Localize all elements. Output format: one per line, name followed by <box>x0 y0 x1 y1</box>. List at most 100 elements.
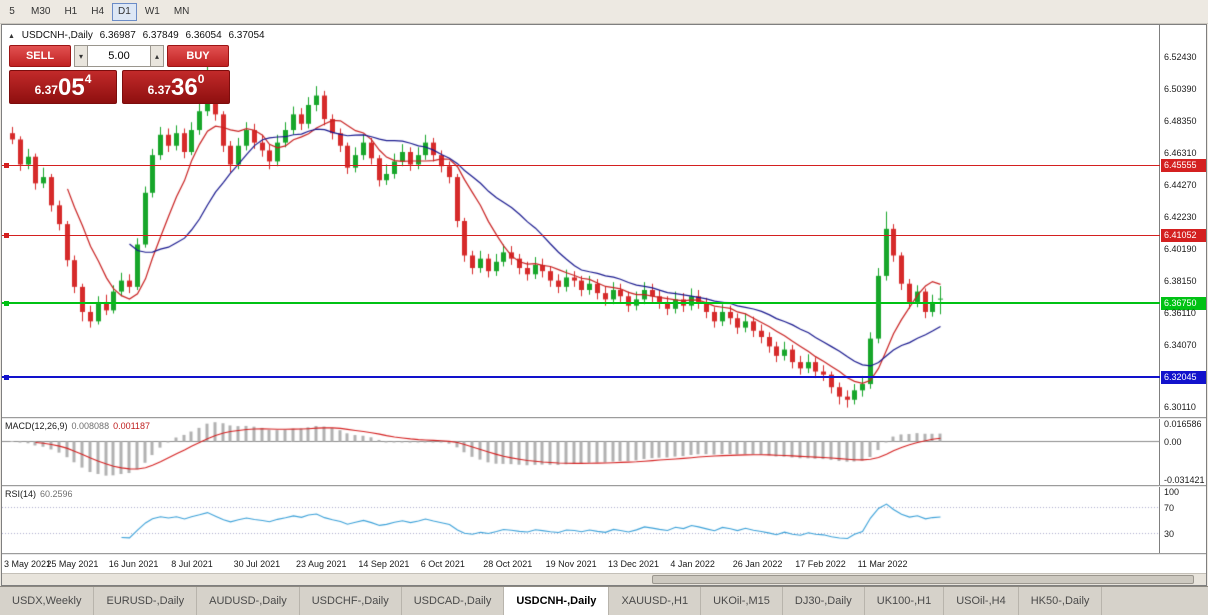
date-tick: 6 Oct 2021 <box>420 559 465 569</box>
level-anchor-icon[interactable] <box>4 374 9 380</box>
date-tick: 11 Mar 2022 <box>857 559 908 569</box>
scrollbar-thumb[interactable] <box>652 575 1194 584</box>
macd-label: MACD(12,26,9) 0.008088 0.001187 <box>5 421 150 431</box>
level-line-6.41052[interactable] <box>2 235 1160 237</box>
chart-tab-uk100-[interactable]: UK100-,H1 <box>865 587 945 615</box>
chart-tab-audusd-[interactable]: AUDUSD-,Daily <box>197 587 300 615</box>
timeframe-button-5[interactable]: 5 <box>1 3 23 21</box>
volume-increase-icon[interactable]: ▴ <box>150 45 164 67</box>
macd-axis[interactable]: 0.016586 0.00 -0.031421 <box>1161 419 1206 485</box>
panel-splitter[interactable] <box>2 417 1206 419</box>
level-line-6.45555[interactable] <box>2 164 1160 166</box>
volume-decrease-icon[interactable]: ▾ <box>74 45 88 67</box>
buy-price-pips: 36 <box>170 74 198 101</box>
rsi-tick: 100 <box>1164 487 1180 497</box>
sell-price-pips: 05 <box>57 74 85 101</box>
price-axis[interactable]: 6.45555 6.41052 6.36750 6.32045 6.52430 6.503… <box>1161 25 1206 417</box>
price-tick: 6.40190 <box>1164 244 1197 255</box>
open-value: 6.36987 <box>99 30 136 41</box>
buy-price-point: 0 <box>197 72 205 86</box>
close-value: 6.37054 <box>228 30 265 41</box>
buy-price-display[interactable]: 6.37 36 0 <box>122 70 230 104</box>
price-tick: 6.38150 <box>1164 276 1197 287</box>
rsi-indicator-panel: 100 70 30 RSI(14) 60.2596 <box>2 487 1206 553</box>
chart-tab-usoil-[interactable]: USOil-,H4 <box>944 587 1019 615</box>
macd-indicator[interactable] <box>2 419 1160 485</box>
date-tick: 14 Sep 2021 <box>358 559 410 569</box>
time-axis[interactable]: 3 May 2021 25 May 2021 16 Jun 2021 8 Jul 20… <box>2 555 1206 573</box>
buy-button[interactable]: BUY <box>167 45 229 67</box>
timeframe-button-mn[interactable]: MN <box>168 3 196 21</box>
macd-tick: -0.031421 <box>1164 475 1205 485</box>
chart-tab-xauusd-[interactable]: XAUUSD-,H1 <box>609 587 702 615</box>
date-tick: 16 Jun 2021 <box>108 559 159 569</box>
sell-button[interactable]: SELL <box>9 45 71 67</box>
rsi-axis[interactable]: 100 70 30 <box>1161 487 1206 553</box>
price-tick: 6.48350 <box>1164 116 1197 127</box>
volume-value[interactable]: 5.00 <box>88 45 150 67</box>
timeframe-button-h4[interactable]: H4 <box>85 3 110 21</box>
main-chart-panel: 6.45555 6.41052 6.36750 6.32045 6.52430 6.503… <box>2 25 1206 417</box>
price-tick: 6.50390 <box>1164 84 1197 95</box>
level-price-label: 6.45555 <box>1161 158 1206 172</box>
chart-tab-eurusd-[interactable]: EURUSD-,Daily <box>94 587 198 615</box>
ohlc-header: ▲ USDCNH-,Daily 6.36987 6.37849 6.36054 … <box>8 30 269 41</box>
timeframe-button-d1[interactable]: D1 <box>112 2 137 21</box>
date-tick: 28 Oct 2021 <box>483 559 533 569</box>
macd-main-value: 0.008088 <box>71 421 110 431</box>
level-anchor-icon[interactable] <box>4 233 9 239</box>
low-value: 6.36054 <box>185 30 222 41</box>
price-tick: 6.44270 <box>1164 180 1197 191</box>
level-line-6.36750[interactable] <box>2 302 1160 305</box>
rsi-tick: 30 <box>1164 529 1175 540</box>
price-tick: 6.46310 <box>1164 148 1197 159</box>
level-anchor-icon[interactable] <box>4 300 9 306</box>
rsi-label: RSI(14) 60.2596 <box>5 489 73 499</box>
date-tick: 17 Feb 2022 <box>795 559 846 569</box>
level-price-label: 6.32045 <box>1161 370 1206 384</box>
sell-price-display[interactable]: 6.37 05 4 <box>9 70 117 104</box>
timeframe-button-m30[interactable]: M30 <box>25 3 56 21</box>
panel-splitter[interactable] <box>2 485 1206 487</box>
price-tick: 6.34070 <box>1164 340 1197 351</box>
panel-splitter <box>2 553 1206 555</box>
chart-tab-dj30-[interactable]: DJ30-,Daily <box>783 587 865 615</box>
date-tick: 25 May 2021 <box>46 559 99 569</box>
date-tick: 4 Jan 2022 <box>670 559 715 569</box>
macd-signal-value: 0.001187 <box>113 421 150 431</box>
level-anchor-icon[interactable] <box>4 162 9 168</box>
chart-tab-usdcnh-[interactable]: USDCNH-,Daily <box>504 587 610 615</box>
volume-stepper: ▾ 5.00 ▴ <box>74 45 164 67</box>
rsi-indicator[interactable] <box>2 487 1160 553</box>
chart-tab-hk50-[interactable]: HK50-,Daily <box>1019 587 1103 615</box>
chart-tab-usdcad-[interactable]: USDCAD-,Daily <box>402 587 505 615</box>
sell-price-prefix: 6.37 <box>34 83 58 97</box>
high-value: 6.37849 <box>142 30 179 41</box>
chart-tab-usdx[interactable]: USDX,Weekly <box>0 587 95 615</box>
macd-indicator-panel: 0.016586 0.00 -0.031421 MACD(12,26,9) 0.008… <box>2 419 1206 485</box>
date-tick: 13 Dec 2021 <box>608 559 660 569</box>
date-tick: 26 Jan 2022 <box>732 559 783 569</box>
chart-tabs-bar: USDX,Weekly EURUSD-,Daily AUDUSD-,Daily USD… <box>0 586 1208 615</box>
level-line-6.32045[interactable] <box>2 376 1160 379</box>
price-tick: 6.30110 <box>1164 402 1196 413</box>
rsi-value: 60.2596 <box>40 489 73 499</box>
chart-window: 6.45555 6.41052 6.36750 6.32045 6.52430 6.503… <box>1 24 1207 586</box>
one-click-trading-panel: SELL ▾ 5.00 ▴ BUY 6.37 05 4 6.37 36 0 <box>9 45 233 104</box>
level-price-label: 6.41052 <box>1161 229 1206 243</box>
chart-tab-ukoil-[interactable]: UKOil-,M15 <box>701 587 783 615</box>
chart-tab-usdchf-[interactable]: USDCHF-,Daily <box>300 587 402 615</box>
level-price-label: 6.36750 <box>1161 296 1206 310</box>
price-tick: 6.52430 <box>1164 52 1197 63</box>
date-tick: 3 May 2021 <box>4 559 52 569</box>
macd-tick: 0.00 <box>1164 437 1182 447</box>
timeframe-button-h1[interactable]: H1 <box>58 3 83 21</box>
date-tick: 19 Nov 2021 <box>545 559 597 569</box>
timeframe-toolbar: 5 M30 H1 H4 D1 W1 MN <box>0 0 1208 24</box>
date-tick: 23 Aug 2021 <box>296 559 347 569</box>
timeframe-button-w1[interactable]: W1 <box>139 3 166 21</box>
date-tick: 8 Jul 2021 <box>171 559 213 569</box>
macd-tick: 0.016586 <box>1164 419 1202 429</box>
collapse-icon[interactable]: ▲ <box>8 33 15 40</box>
